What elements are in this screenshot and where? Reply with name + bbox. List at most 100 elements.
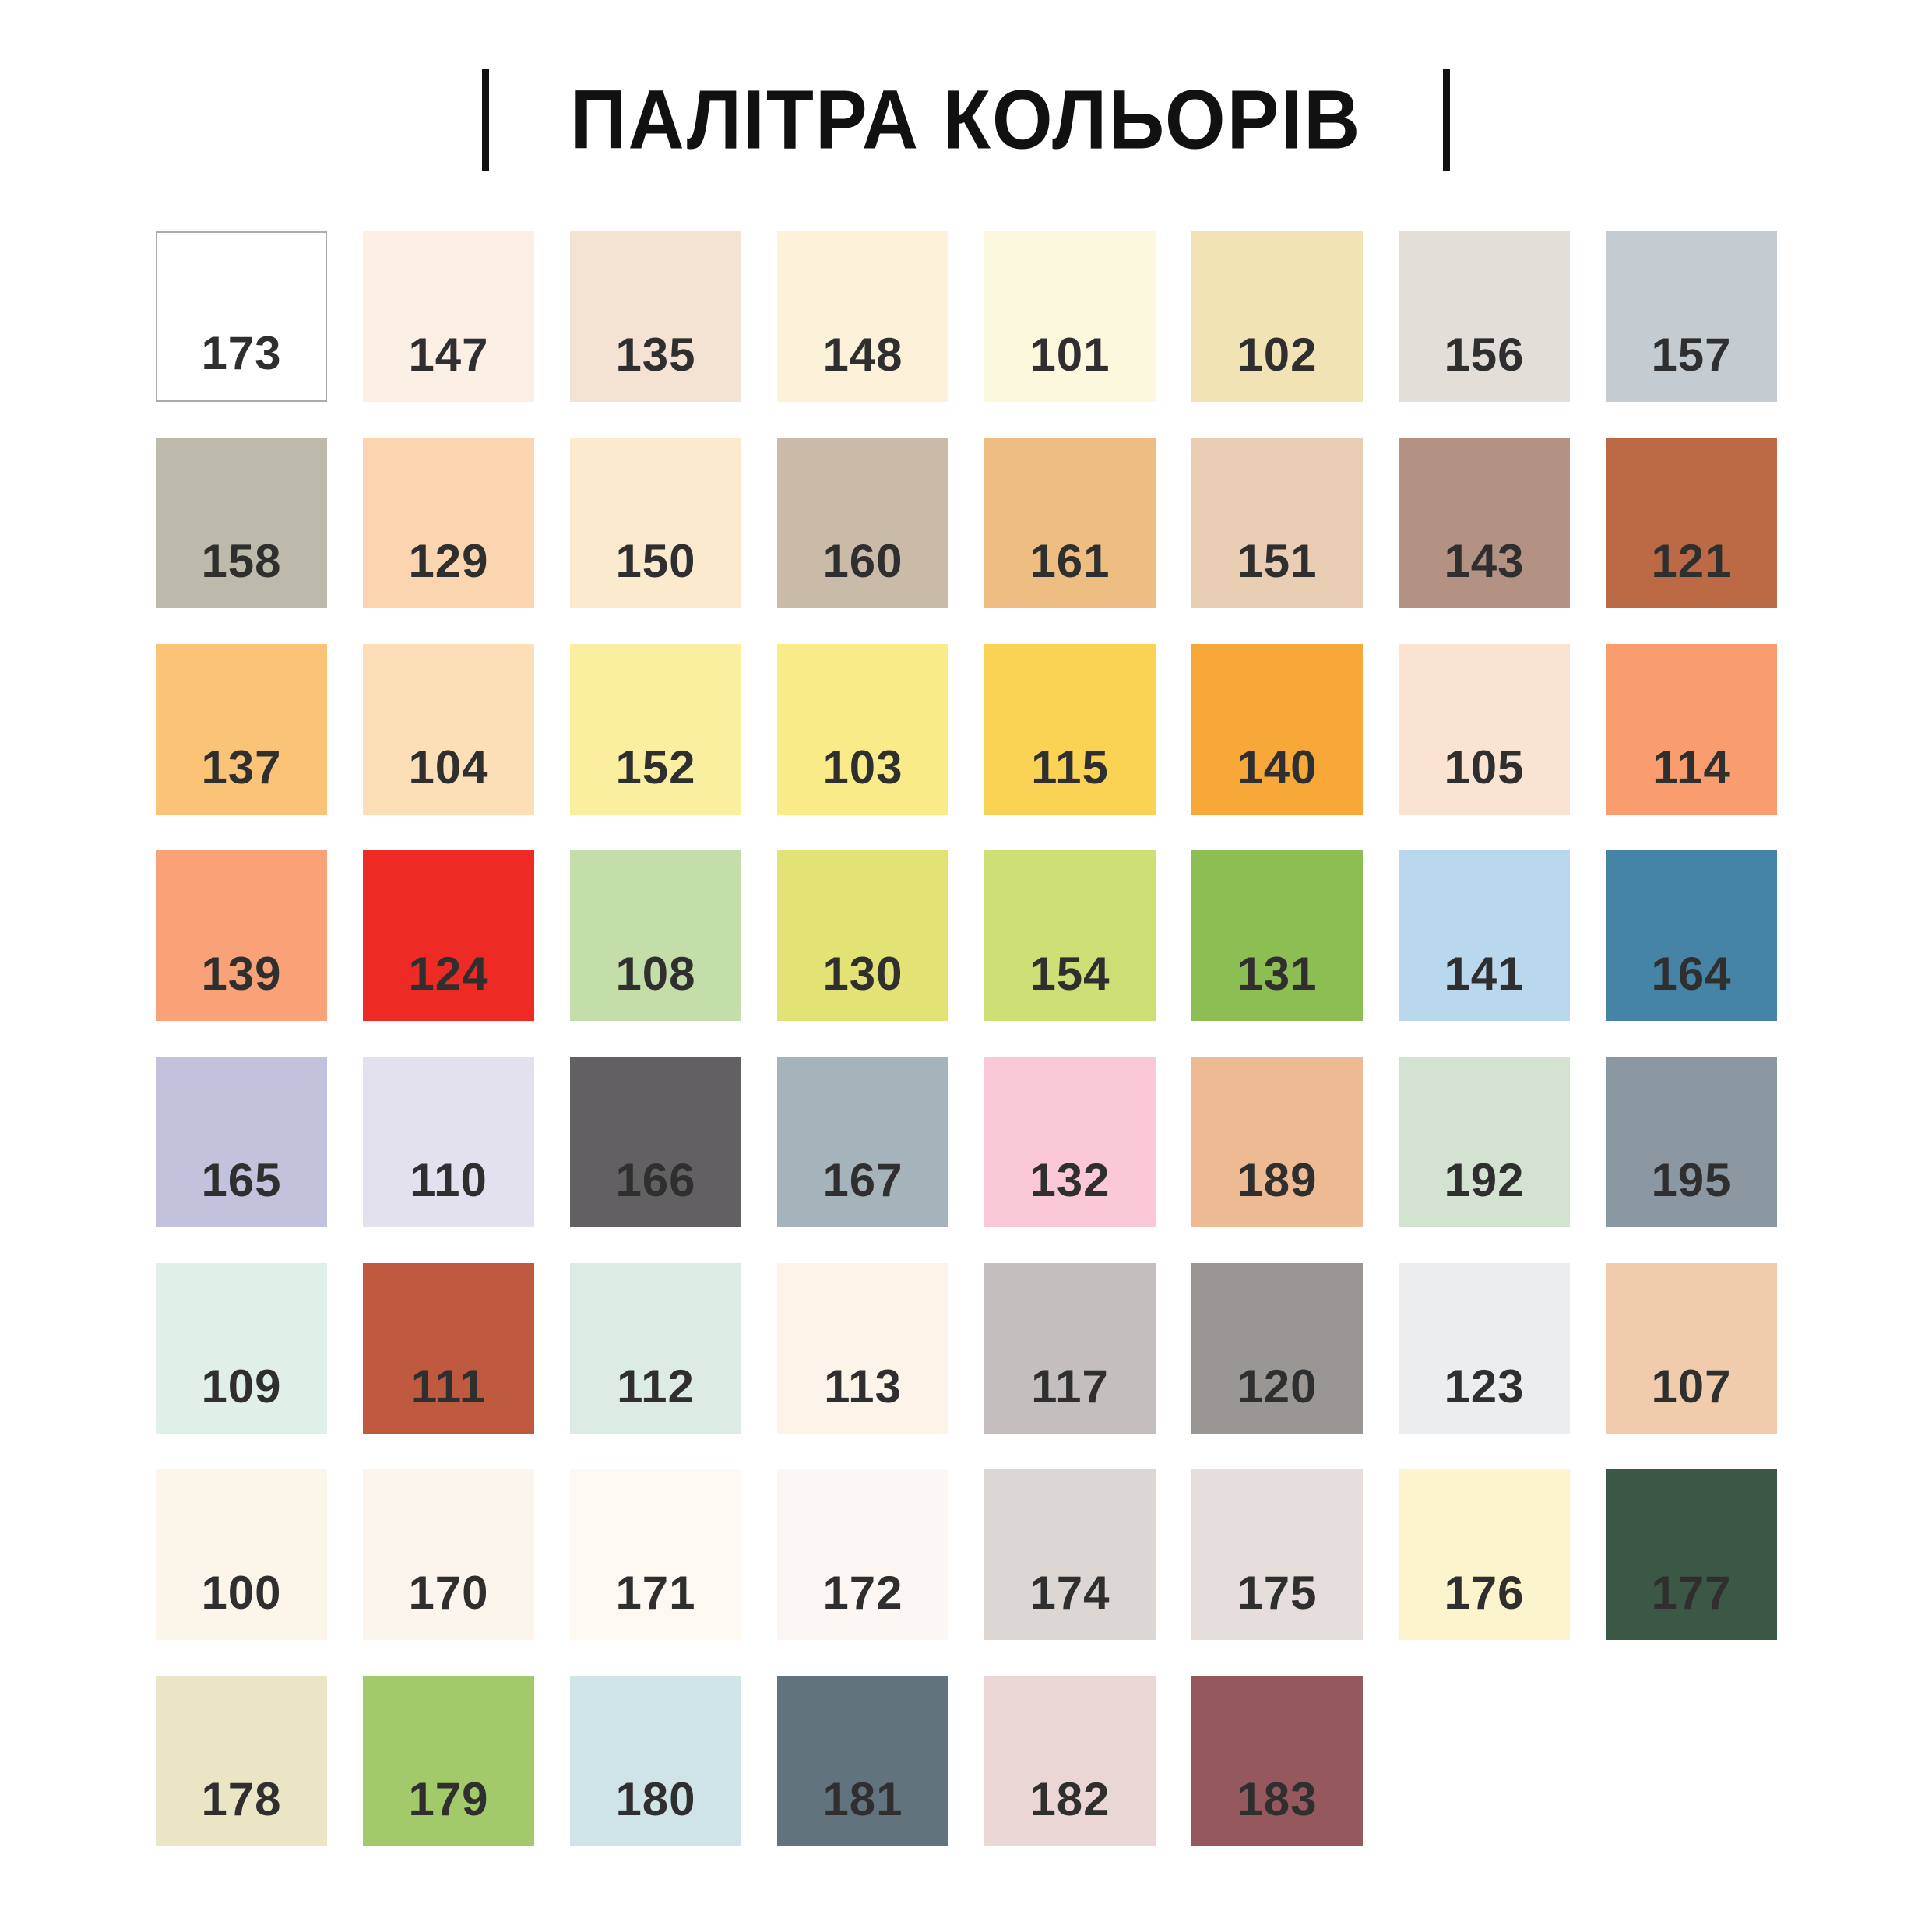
swatch-number-label: 139 (201, 948, 282, 1000)
color-swatch: 195 (1606, 1057, 1777, 1227)
swatch-number-label: 123 (1444, 1360, 1525, 1413)
swatch-number-label: 109 (201, 1360, 282, 1413)
color-swatch: 164 (1606, 850, 1777, 1021)
color-swatch: 173 (156, 231, 327, 402)
color-swatch: 131 (1191, 850, 1363, 1021)
color-swatch: 117 (984, 1263, 1156, 1434)
color-swatch: 183 (1191, 1676, 1363, 1846)
swatch-number-label: 132 (1029, 1154, 1110, 1206)
color-swatch: 124 (363, 850, 534, 1021)
color-swatch: 174 (984, 1469, 1156, 1640)
swatch-number-label: 160 (822, 535, 903, 587)
color-swatch: 105 (1399, 644, 1570, 815)
swatch-number-label: 117 (1031, 1360, 1109, 1413)
color-swatch: 141 (1399, 850, 1570, 1021)
swatch-number-label: 111 (410, 1360, 487, 1413)
swatch-number-label: 130 (822, 948, 903, 1000)
color-swatch: 166 (570, 1057, 741, 1227)
color-swatch: 156 (1399, 231, 1570, 402)
color-swatch: 178 (156, 1676, 327, 1846)
swatch-number-label: 165 (201, 1154, 282, 1206)
swatch-number-label: 114 (1652, 741, 1730, 794)
swatch-number-label: 120 (1237, 1360, 1318, 1413)
swatch-number-label: 177 (1651, 1567, 1732, 1619)
swatch-number-label: 156 (1444, 329, 1525, 381)
swatch-number-label: 112 (617, 1360, 695, 1413)
swatch-number-label: 150 (615, 535, 696, 587)
color-swatch: 121 (1606, 438, 1777, 608)
color-swatch: 104 (363, 644, 534, 815)
swatch-number-label: 167 (822, 1154, 903, 1206)
color-swatch: 102 (1191, 231, 1363, 402)
color-swatch: 112 (570, 1263, 741, 1434)
swatch-number-label: 152 (615, 741, 696, 794)
title-left-bar-decoration (481, 69, 489, 171)
color-swatch: 139 (156, 850, 327, 1021)
title-right-bar-decoration (1443, 69, 1451, 171)
color-swatch: 137 (156, 644, 327, 815)
swatch-number-label: 174 (1029, 1567, 1110, 1619)
color-swatch: 150 (570, 438, 741, 608)
color-swatch: 135 (570, 231, 741, 402)
swatch-number-label: 154 (1029, 948, 1110, 1000)
swatch-number-label: 104 (408, 741, 489, 794)
color-swatch: 175 (1191, 1469, 1363, 1640)
color-swatch: 120 (1191, 1263, 1363, 1434)
color-swatch-grid: 173 147 135 148 101 102 156 157 158 129 … (156, 231, 1777, 1846)
color-swatch: 181 (777, 1676, 948, 1846)
color-swatch: 113 (777, 1263, 948, 1434)
color-swatch: 115 (984, 644, 1156, 815)
swatch-number-label: 161 (1029, 535, 1110, 587)
swatch-number-label: 172 (822, 1567, 903, 1619)
swatch-number-label: 107 (1651, 1360, 1732, 1413)
swatch-number-label: 195 (1651, 1154, 1732, 1206)
color-swatch: 154 (984, 850, 1156, 1021)
swatch-number-label: 175 (1237, 1567, 1318, 1619)
swatch-number-label: 129 (408, 535, 489, 587)
color-swatch: 171 (570, 1469, 741, 1640)
swatch-number-label: 135 (615, 329, 696, 381)
swatch-number-label: 176 (1444, 1567, 1525, 1619)
swatch-number-label: 115 (1031, 741, 1109, 794)
color-swatch: 170 (363, 1469, 534, 1640)
swatch-number-label: 180 (615, 1773, 696, 1825)
swatch-number-label: 131 (1237, 948, 1318, 1000)
color-swatch: 160 (777, 438, 948, 608)
swatch-number-label: 183 (1237, 1773, 1318, 1825)
color-swatch: 189 (1191, 1057, 1363, 1227)
color-swatch: 123 (1399, 1263, 1570, 1434)
color-swatch: 177 (1606, 1469, 1777, 1640)
swatch-number-label: 171 (615, 1567, 696, 1619)
swatch-number-label: 158 (201, 535, 282, 587)
swatch-number-label: 151 (1237, 535, 1318, 587)
swatch-number-label: 181 (822, 1773, 903, 1825)
swatch-number-label: 166 (615, 1154, 696, 1206)
color-swatch: 157 (1606, 231, 1777, 402)
color-swatch: 101 (984, 231, 1156, 402)
color-swatch: 108 (570, 850, 741, 1021)
swatch-number-label: 100 (201, 1567, 282, 1619)
color-swatch: 182 (984, 1676, 1156, 1846)
swatch-number-label: 164 (1651, 948, 1732, 1000)
color-swatch: 192 (1399, 1057, 1570, 1227)
swatch-number-label: 148 (822, 329, 903, 381)
swatch-number-label: 105 (1444, 741, 1525, 794)
color-swatch: 111 (363, 1263, 534, 1434)
swatch-number-label: 124 (408, 948, 489, 1000)
swatch-number-label: 102 (1237, 329, 1318, 381)
color-swatch: 103 (777, 644, 948, 815)
color-swatch: 152 (570, 644, 741, 815)
swatch-number-label: 108 (615, 948, 696, 1000)
swatch-number-label: 140 (1237, 741, 1318, 794)
swatch-number-label: 147 (408, 329, 489, 381)
swatch-number-label: 141 (1444, 948, 1525, 1000)
color-swatch: 167 (777, 1057, 948, 1227)
color-swatch: 165 (156, 1057, 327, 1227)
color-swatch: 176 (1399, 1469, 1570, 1640)
color-swatch: 100 (156, 1469, 327, 1640)
color-swatch: 130 (777, 850, 948, 1021)
color-swatch: 132 (984, 1057, 1156, 1227)
swatch-number-label: 178 (201, 1773, 282, 1825)
swatch-number-label: 101 (1029, 329, 1110, 381)
